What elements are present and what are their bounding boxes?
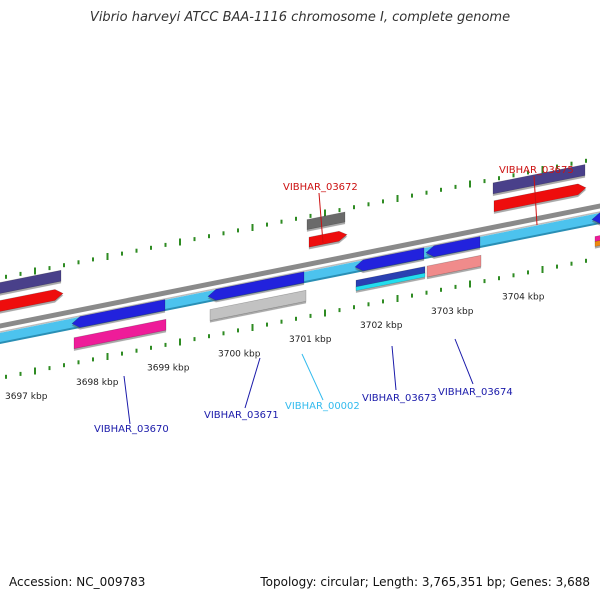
- gene-label-4: VIBHAR_03673: [362, 393, 437, 404]
- backbone-edge: [0, 211, 600, 333]
- topology-label: Topology: circular; Length: 3,765,351 bp…: [260, 575, 590, 589]
- map-title: Vibrio harveyi ATCC BAA-1116 chromosome …: [89, 10, 511, 25]
- leader-line-2: [301, 353, 324, 401]
- ruler-label-5: 3702 kbp: [360, 321, 403, 331]
- ruler-labels: 3697 kbp 3698 kbp 3699 kbp 3700 kbp 3701 kbp…: [5, 293, 545, 402]
- cds-upper-left: [0, 289, 64, 312]
- ruler-label-6: 3703 kbp: [431, 307, 474, 317]
- ruler-label-0: 3697 kbp: [5, 392, 48, 402]
- gene-vibhar-03672: [306, 211, 346, 230]
- gene-label-3: VIBHAR_03672: [283, 182, 358, 193]
- cds-vibhar-03671: [207, 271, 305, 301]
- ruler-label-7: 3704 kbp: [502, 293, 545, 303]
- ruler-label-4: 3701 kbp: [289, 335, 332, 345]
- gene-vibhar-03674: [426, 254, 482, 278]
- cds-vibhar-03675: [493, 183, 587, 213]
- leader-line-3: [318, 192, 324, 244]
- gene-label-6: VIBHAR_03675: [499, 165, 574, 176]
- accession-label: Accession: NC_009783: [9, 575, 146, 589]
- gene-label-1: VIBHAR_03671: [204, 410, 279, 421]
- ruler-label-1: 3698 kbp: [76, 378, 119, 388]
- gene-edge-right-pink: [594, 235, 600, 242]
- cds-vibhar-03673: [354, 247, 425, 272]
- cds-vibhar-03674: [425, 236, 481, 258]
- gene-vibhar-03670: [73, 318, 167, 350]
- cds-edge-right: [591, 212, 600, 224]
- leader-line-5: [454, 338, 474, 385]
- cds-vibhar-03670: [71, 299, 166, 328]
- ruler-label-2: 3699 kbp: [147, 364, 190, 374]
- cds-vibhar-03672: [308, 230, 348, 248]
- gene-label-0: VIBHAR_03670: [94, 424, 169, 435]
- feature-layer: [0, 164, 600, 350]
- gene-edge-right-orange: [594, 240, 600, 247]
- cds-vibhar-03673-lower: [355, 272, 426, 292]
- ruler-label-3: 3700 kbp: [218, 349, 261, 359]
- gene-labels: VIBHAR_03670VIBHAR_03671VIBHAR_00002VIBH…: [94, 165, 574, 435]
- ruler-ticks: [5, 158, 587, 379]
- gene-vibhar-03671: [209, 289, 307, 321]
- gene-label-2: VIBHAR_00002: [285, 401, 360, 412]
- leader-line-6: [533, 175, 538, 226]
- leader-line-4: [391, 345, 397, 391]
- gene-upper-left: [0, 269, 62, 294]
- gene-vibhar-03675: [492, 164, 586, 195]
- leader-line-0: [123, 375, 131, 425]
- backbone-line: [0, 203, 600, 329]
- gene-label-5: VIBHAR_03674: [438, 387, 513, 398]
- leader-line-1: [244, 357, 261, 409]
